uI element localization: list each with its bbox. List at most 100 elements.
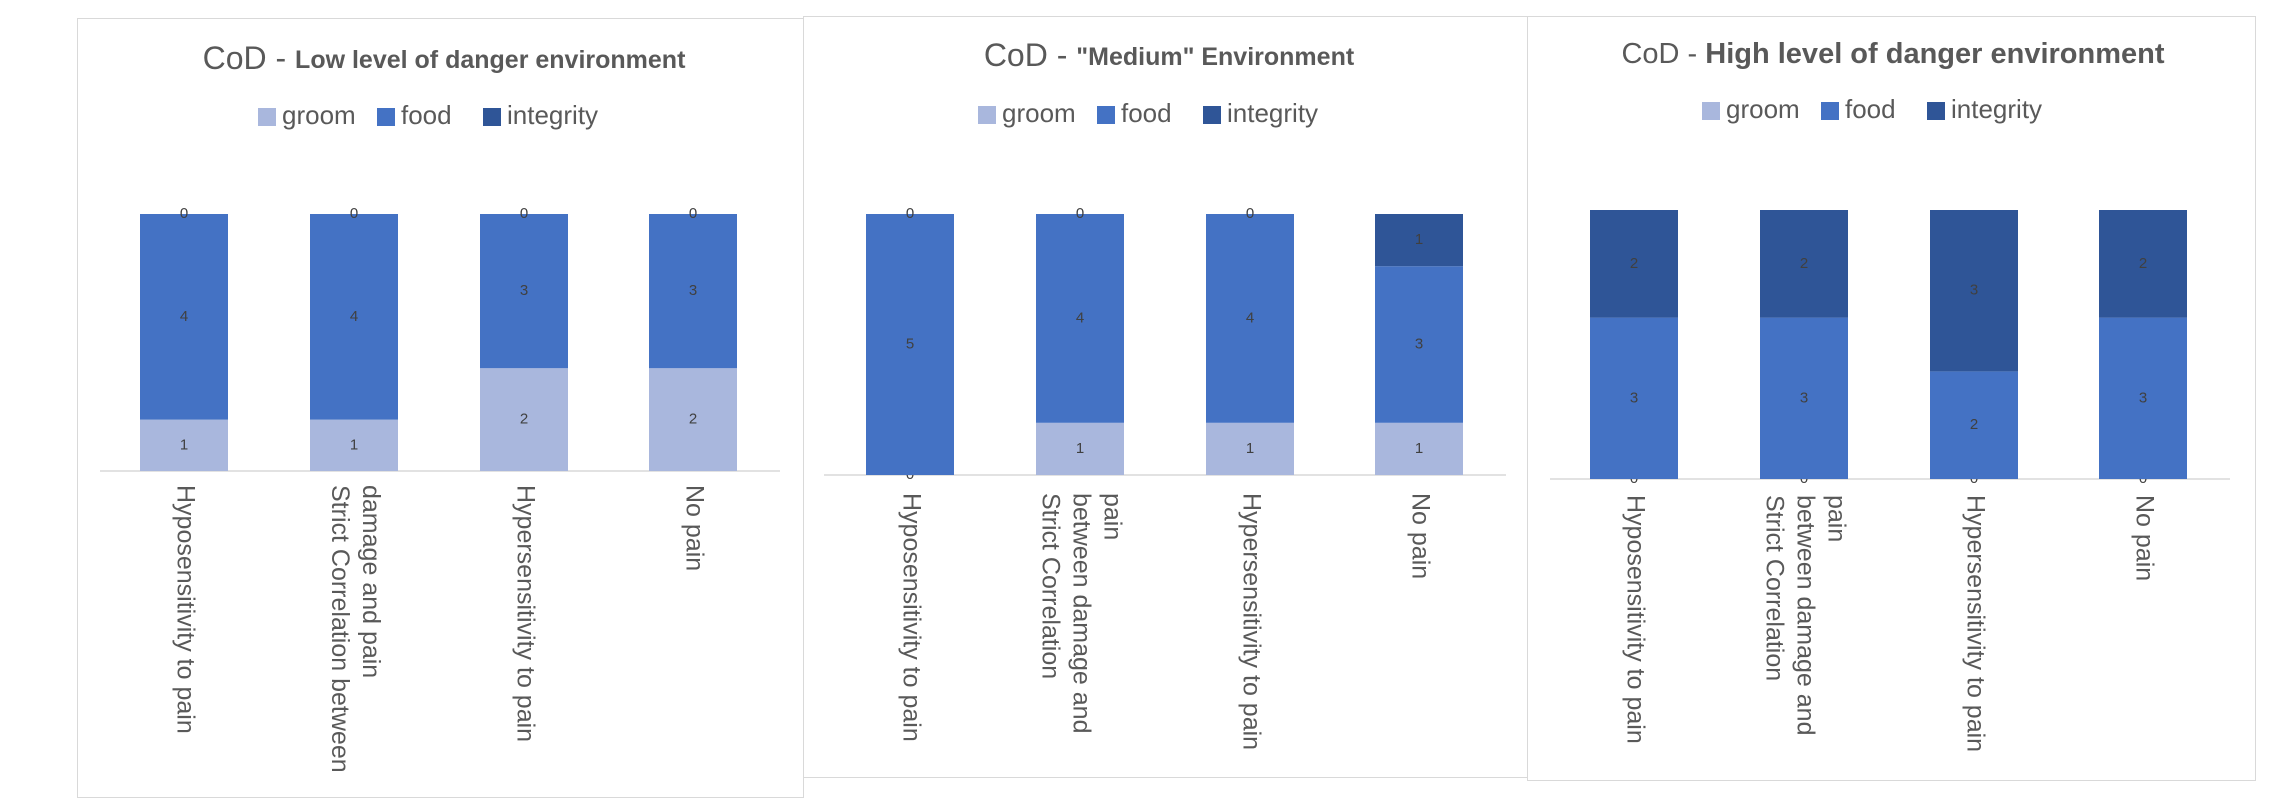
data-label-food-0: 4 <box>180 308 188 325</box>
chart-svg-high: CoD - High level of danger environment gr… <box>1550 38 2230 752</box>
legend-swatch-groom <box>1702 102 1720 120</box>
legend-swatch-integrity <box>483 108 501 126</box>
bar-groom-1 <box>310 419 398 471</box>
legend-item-food: food <box>377 100 452 130</box>
data-label-integrity-0: 2 <box>1630 255 1638 272</box>
data-label-integrity-1: 0 <box>1076 205 1084 222</box>
data-label-integrity-0: 0 <box>180 205 188 222</box>
data-label-food-3: 3 <box>689 282 697 299</box>
legend-label-groom: groom <box>282 100 356 130</box>
data-label-food-3: 3 <box>2139 389 2147 406</box>
category-label-line: pain <box>1822 495 1850 542</box>
category-label-1: Strict Correlation between damage and pain <box>1036 493 1126 733</box>
chart-title: CoD - "Medium" Environment <box>984 37 1355 73</box>
category-label-line: Hyposensitivity to pain <box>1621 495 1649 744</box>
category-label-line: between damage and <box>1791 495 1819 735</box>
bar-integrity-3 <box>2099 210 2187 318</box>
category-label-line: Hypersensitivity to pain <box>1237 493 1265 750</box>
data-label-groom-2: 1 <box>1246 440 1254 457</box>
category-label-line: Hyposensitivity to pain <box>171 485 199 734</box>
bar-food-1 <box>310 214 398 420</box>
category-label-1: Strict Correlation between damage and pai… <box>326 485 385 773</box>
data-label-integrity-2: 0 <box>1246 205 1254 222</box>
bar-groom-3 <box>1375 422 1463 475</box>
legend-swatch-food <box>377 108 395 126</box>
bar-integrity-1 <box>1760 210 1848 318</box>
category-label-line: Hyposensitivity to pain <box>897 493 925 742</box>
category-label-line: between damage and <box>1067 493 1095 733</box>
category-label-3: No pain <box>1406 493 1434 579</box>
chart-panel-high: CoD - High level of danger environment gr… <box>1527 16 2256 781</box>
data-label-integrity-1: 0 <box>350 205 358 222</box>
category-label-line: No pain <box>1406 493 1434 579</box>
bar-food-1 <box>1760 317 1848 479</box>
legend-item-integrity: integrity <box>1927 94 2042 124</box>
legend-swatch-integrity <box>1927 102 1945 120</box>
category-label-line: Hypersensitivity to pain <box>511 485 539 742</box>
data-label-food-1: 4 <box>350 308 358 325</box>
data-label-food-1: 3 <box>1800 389 1808 406</box>
category-label-line: Strict Correlation between <box>326 485 354 773</box>
bar-food-2 <box>1206 214 1294 423</box>
chart-title: CoD - High level of danger environment <box>1621 38 2164 70</box>
legend-item-integrity: integrity <box>483 100 598 130</box>
legend-swatch-food <box>1821 102 1839 120</box>
data-label-integrity-1: 2 <box>1800 255 1808 272</box>
legend-item-groom: groom <box>1702 94 1800 124</box>
category-label-line: No pain <box>2130 495 2158 581</box>
legend-swatch-integrity <box>1203 106 1221 124</box>
chart-title: CoD - Low level of danger environment <box>203 40 686 76</box>
data-label-integrity-3: 2 <box>2139 255 2147 272</box>
legend-label-food: food <box>401 100 452 130</box>
data-label-groom-1: 1 <box>350 436 358 453</box>
legend-label-food: food <box>1121 98 1172 128</box>
legend-item-food: food <box>1821 94 1896 124</box>
category-label-0: Hyposensitivity to pain <box>1621 495 1649 744</box>
bar-groom-0 <box>140 419 228 471</box>
data-label-food-0: 3 <box>1630 389 1638 406</box>
data-label-integrity-0: 0 <box>906 205 914 222</box>
legend-label-food: food <box>1845 94 1896 124</box>
data-label-food-3: 3 <box>1415 335 1423 352</box>
legend-item-food: food <box>1097 98 1172 128</box>
legend-swatch-food <box>1097 106 1115 124</box>
bar-food-2 <box>480 214 568 369</box>
category-label-0: Hyposensitivity to pain <box>897 493 925 742</box>
category-label-2: Hypersensitivity to pain <box>1237 493 1265 750</box>
data-label-groom-3: 2 <box>689 411 697 428</box>
chart-panel-low: CoD - Low level of danger environment gro… <box>77 18 804 798</box>
category-label-2: Hypersensitivity to pain <box>511 485 539 742</box>
bar-groom-1 <box>1036 422 1124 475</box>
category-label-1: Strict Correlation between damage and pain <box>1760 495 1850 735</box>
bar-food-0 <box>140 214 228 420</box>
category-label-line: pain <box>1098 493 1126 540</box>
legend-swatch-groom <box>978 106 996 124</box>
bar-food-1 <box>1036 214 1124 423</box>
bar-groom-2 <box>480 368 568 471</box>
legend-item-groom: groom <box>258 100 356 130</box>
bar-food-3 <box>1375 266 1463 423</box>
category-label-0: Hyposensitivity to pain <box>171 485 199 734</box>
legend-swatch-groom <box>258 108 276 126</box>
legend-label-groom: groom <box>1002 98 1076 128</box>
data-label-integrity-2: 3 <box>1970 282 1978 299</box>
data-label-food-2: 3 <box>520 282 528 299</box>
bar-food-0 <box>866 214 954 475</box>
data-label-groom-0: 1 <box>180 436 188 453</box>
legend-item-integrity: integrity <box>1203 98 1318 128</box>
bar-integrity-2 <box>1930 210 2018 372</box>
data-label-food-2: 2 <box>1970 416 1978 433</box>
chart-panel-medium: CoD - "Medium" Environment groom food integ… <box>803 16 1530 778</box>
bar-groom-3 <box>649 368 737 471</box>
data-label-food-2: 4 <box>1246 309 1254 326</box>
bar-integrity-0 <box>1590 210 1678 318</box>
legend-label-groom: groom <box>1726 94 1800 124</box>
data-label-integrity-3: 1 <box>1415 231 1423 248</box>
legend-item-groom: groom <box>978 98 1076 128</box>
bar-food-3 <box>649 214 737 369</box>
data-label-food-1: 4 <box>1076 309 1084 326</box>
bar-food-2 <box>1930 371 2018 479</box>
category-label-line: Hypersensitivity to pain <box>1961 495 1989 752</box>
data-label-integrity-3: 0 <box>689 205 697 222</box>
legend-label-integrity: integrity <box>1227 98 1318 128</box>
